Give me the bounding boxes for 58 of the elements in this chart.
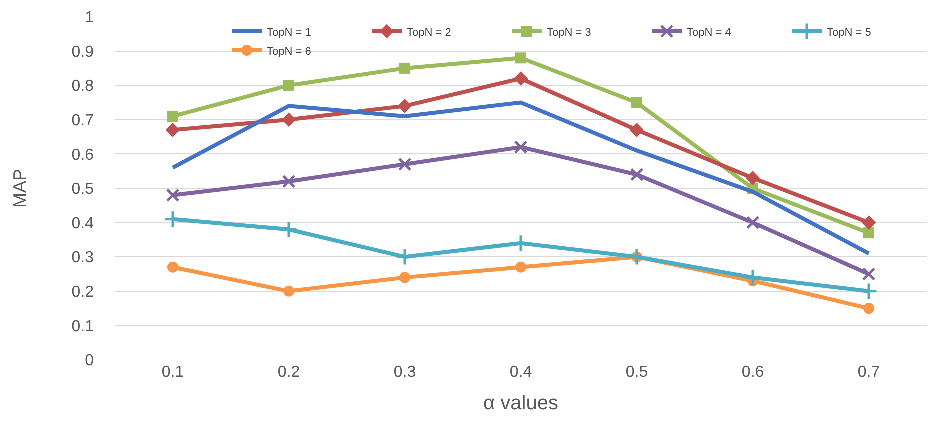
point — [282, 112, 296, 128]
x-tick-label: 0.6 — [742, 364, 764, 381]
y-tick-label: 0.4 — [72, 215, 94, 232]
y-tick-label: 0.3 — [72, 250, 94, 267]
point — [164, 210, 182, 228]
point — [168, 110, 178, 122]
point — [400, 272, 410, 284]
point — [398, 158, 412, 172]
y-tick-label: 0.1 — [72, 318, 94, 336]
y-tick-label: 1 — [85, 10, 94, 27]
point — [166, 123, 180, 138]
point — [516, 52, 526, 64]
point — [744, 268, 762, 287]
point — [630, 123, 644, 138]
x-tick-label: 0.3 — [394, 364, 416, 381]
line-series — [171, 100, 871, 256]
y-axis-title: MAP — [10, 168, 30, 208]
point — [864, 303, 874, 314]
point — [400, 62, 410, 74]
x-tick-label: 0.1 — [162, 364, 184, 381]
point — [166, 188, 180, 202]
point — [396, 248, 414, 266]
x-axis-title: α values — [484, 392, 558, 414]
x-tick-label: 0.2 — [278, 364, 300, 381]
point — [284, 286, 294, 297]
point — [632, 97, 642, 108]
y-tick-label: 0.5 — [72, 181, 94, 198]
y-tick-label: 0.2 — [72, 284, 94, 301]
point — [398, 99, 412, 114]
legend-label: TopN = 5 — [827, 26, 872, 39]
x-tick-label: 0.7 — [858, 364, 880, 381]
x-tick-label: 0.4 — [510, 364, 532, 381]
legend-label: TopN = 3 — [547, 26, 592, 39]
y-tick-label: 0 — [85, 352, 94, 370]
point — [630, 168, 644, 182]
legend-label: TopN = 2 — [407, 26, 452, 39]
x-tick-label: 0.5 — [626, 364, 648, 381]
point — [862, 216, 876, 230]
point — [282, 174, 296, 188]
point — [514, 140, 528, 154]
point — [168, 262, 178, 273]
point — [862, 268, 876, 281]
point — [746, 171, 760, 186]
y-tick-label: 0.6 — [72, 146, 94, 164]
legend-label: TopN = 6 — [267, 46, 312, 58]
point — [864, 228, 874, 239]
point — [284, 80, 294, 92]
point — [514, 72, 528, 86]
y-tick-label: 0.7 — [72, 112, 94, 130]
point — [512, 234, 530, 252]
legend-label: TopN = 1 — [267, 26, 312, 39]
legend-label: TopN = 4 — [687, 26, 732, 39]
point — [628, 248, 646, 266]
point — [746, 216, 760, 230]
point — [516, 262, 526, 273]
point — [860, 282, 878, 300]
y-tick-label: 0.8 — [72, 78, 94, 96]
y-tick-label: 0.9 — [72, 44, 94, 61]
